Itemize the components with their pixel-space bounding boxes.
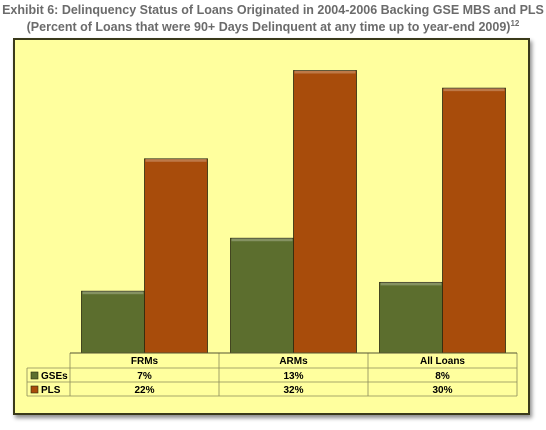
- chart-title-line1: Exhibit 6: Delinquency Status of Loans O…: [2, 3, 544, 17]
- bar-highlight-gses-frms: [82, 291, 144, 295]
- bar-gses-all-loans: [379, 281, 443, 354]
- bar-highlight-gses-arms: [231, 238, 293, 242]
- table-header-arms: ARMs: [279, 356, 308, 367]
- bar-pls-arms: [293, 70, 357, 354]
- data-label-pls-frms: 22%: [134, 385, 154, 396]
- legend-label-gses: GSEs: [41, 371, 68, 382]
- legend-swatch-gses: [30, 371, 39, 380]
- chart-title-line2: (Percent of Loans that were 90+ Days Del…: [26, 20, 511, 35]
- title-footnote: 12: [510, 19, 520, 28]
- bar-pls-frms: [144, 158, 208, 354]
- bar-highlight-pls-all-loans: [443, 88, 505, 92]
- chart-title: Exhibit 6: Delinquency Status of Loans O…: [0, 3, 546, 34]
- data-label-pls-arms: 32%: [283, 385, 303, 396]
- table-header-all-loans: All Loans: [420, 356, 465, 367]
- bar-highlight-pls-frms: [145, 158, 207, 162]
- data-label-gses-all-loans: 8%: [435, 371, 450, 382]
- bar-highlight-pls-arms: [294, 70, 356, 74]
- data-label-gses-arms: 13%: [283, 371, 303, 382]
- chart-title-line2-wrap: (Percent of Loans that were 90+ Days Del…: [0, 17, 546, 34]
- bar-pls-all-loans: [442, 87, 506, 354]
- bar-gses-arms: [230, 237, 294, 354]
- legend-swatch-pls: [30, 385, 39, 394]
- bar-highlight-gses-all-loans: [380, 282, 442, 286]
- legend-label-pls: PLS: [41, 385, 61, 396]
- bar-gses-frms: [81, 290, 145, 354]
- data-label-gses-frms: 7%: [137, 371, 152, 382]
- data-label-pls-all-loans: 30%: [432, 385, 452, 396]
- table-header-frms: FRMs: [131, 356, 159, 367]
